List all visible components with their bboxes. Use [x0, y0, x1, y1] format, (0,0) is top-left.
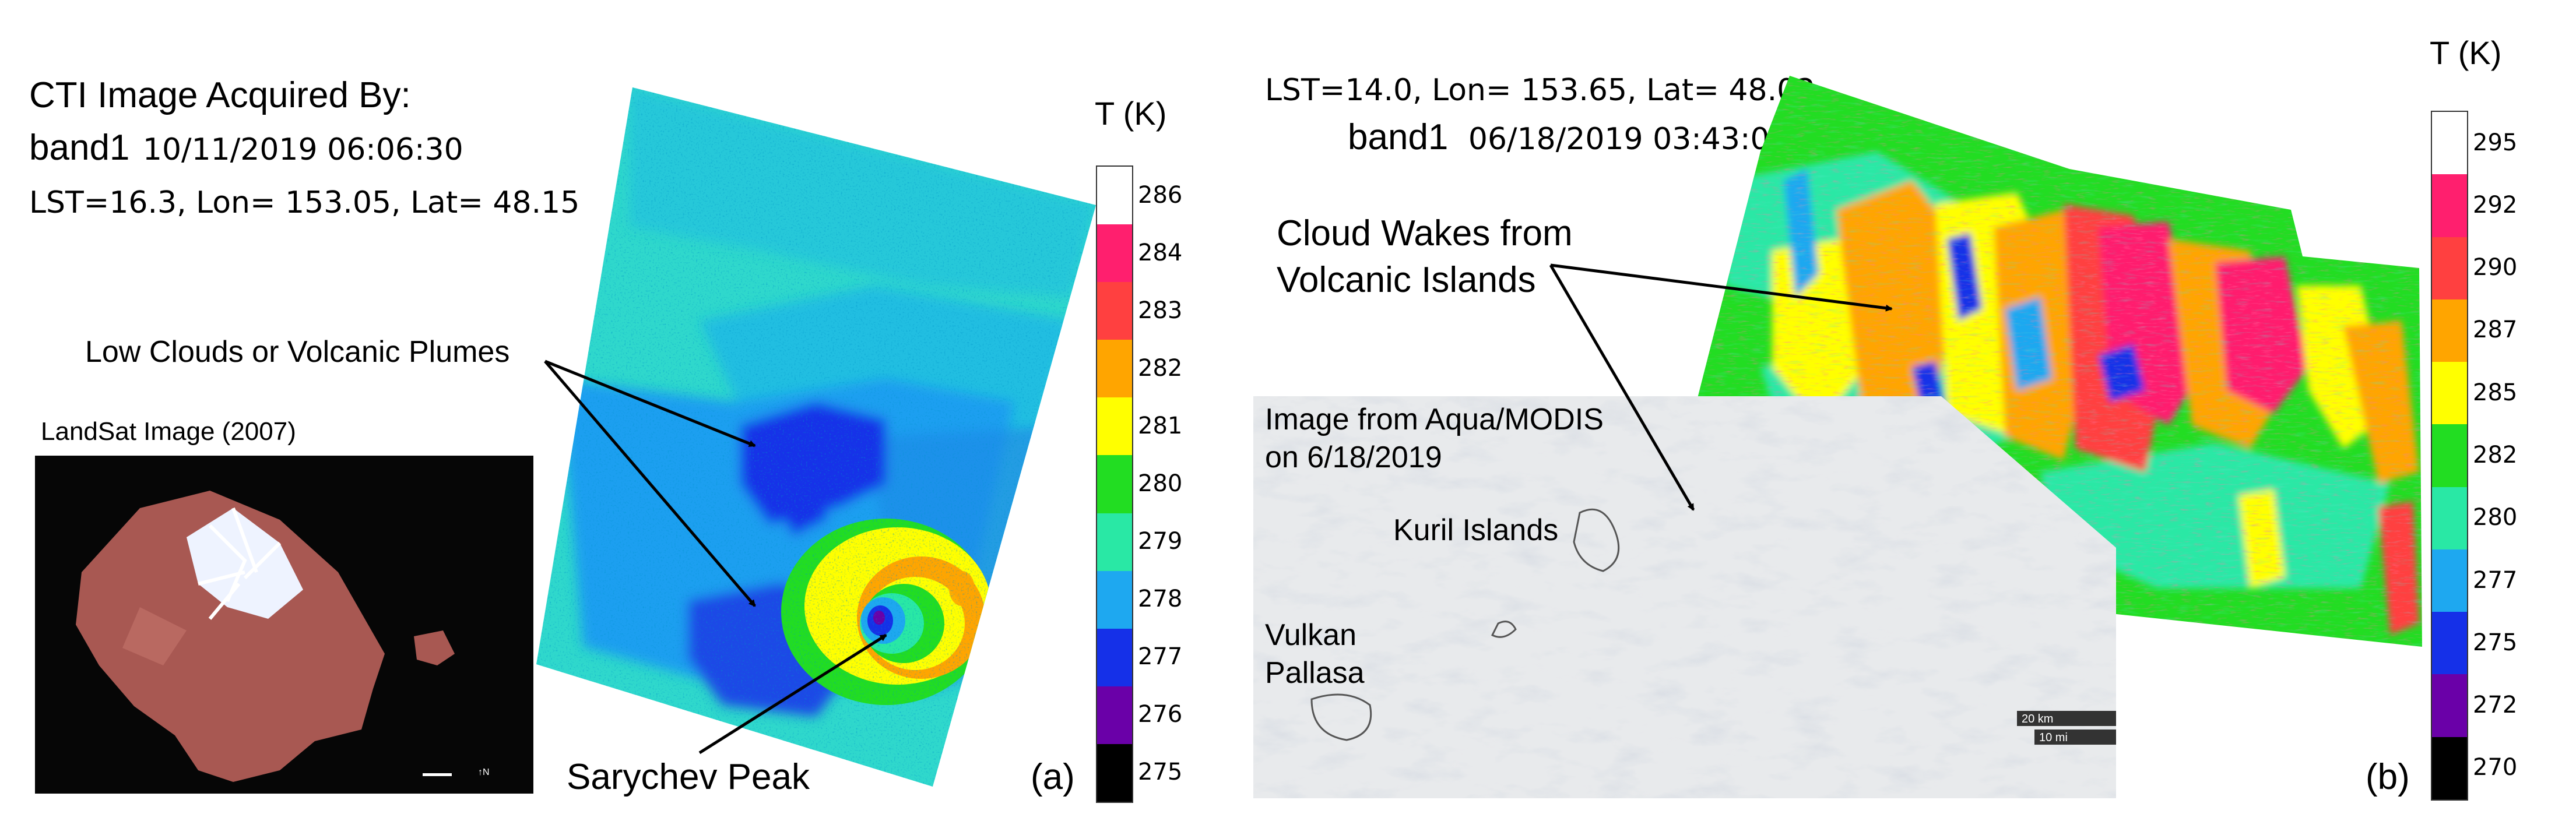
colorbar-segment — [1097, 570, 1132, 629]
panel-a-arrows — [544, 360, 887, 755]
colorbar-tick-label: 292 — [2473, 191, 2518, 219]
colorbar-segment — [2432, 612, 2467, 675]
colorbar-segment — [1097, 513, 1132, 571]
colorbar-tick-label: 290 — [2473, 254, 2518, 281]
colorbar-segment — [1097, 282, 1132, 340]
colorbar-segment — [2432, 424, 2467, 487]
colorbar-tick-label: 270 — [2473, 754, 2518, 781]
colorbar-segment — [1097, 167, 1132, 225]
colorbar-segment — [2432, 549, 2467, 612]
colorbar-tick-label: 285 — [2473, 379, 2518, 406]
colorbar-tick-label: 283 — [1138, 297, 1183, 324]
plume-arrow-2 — [544, 360, 756, 607]
scale-bar-km — [2017, 711, 2116, 726]
colorbar-tick-label: 276 — [1138, 701, 1183, 728]
colorbar-segment — [2432, 737, 2467, 799]
panel-a-lst: LST=16.3, Lon= 153.05, Lat= 48.15 — [29, 185, 580, 220]
wakes-label-2: Volcanic Islands — [1277, 260, 1536, 300]
colorbar-tick-label: 279 — [1138, 528, 1183, 555]
wakes-label-1: Cloud Wakes from — [1277, 213, 1573, 253]
panel-a-thermal-map — [536, 87, 1096, 787]
colorbar-tick-label: 275 — [1138, 759, 1183, 786]
wakes-arrow-1 — [1550, 263, 1893, 312]
colorbar-tick-label: 280 — [1138, 470, 1183, 497]
colorbar-tick-label: 277 — [2473, 566, 2518, 594]
wakes-arrow-2 — [1549, 264, 1695, 511]
plume-arrow-1 — [544, 360, 756, 447]
panel-b-tag: (b) — [2366, 757, 2410, 797]
panel-a-colorbar-title: T (K) — [1095, 95, 1167, 132]
colorbar-tick-label: 287 — [2473, 316, 2518, 344]
colorbar-tick-label: 281 — [1138, 412, 1183, 439]
landsat-image: ↑N — [35, 456, 533, 794]
modis-image: 20 km 10 mi — [1253, 396, 2116, 798]
kuril-label: Kuril Islands — [1393, 513, 1559, 547]
vulkan-island-outline — [1310, 693, 1372, 741]
panel-b-band: band1 — [1348, 117, 1449, 157]
colorbar-segment — [1097, 628, 1132, 686]
colorbar-tick-label: 284 — [1138, 239, 1183, 266]
colorbar-segment — [1097, 224, 1132, 283]
modis-label-2: on 6/18/2019 — [1265, 441, 1442, 474]
vulkan-label-1: Vulkan — [1265, 618, 1357, 652]
colorbar-segment — [2432, 299, 2467, 362]
panel-a-tag: (a) — [1031, 757, 1075, 797]
colorbar-tick-label: 295 — [2473, 129, 2518, 156]
modis-label-1: Image from Aqua/MODIS — [1265, 403, 1604, 436]
scale-bar-mi — [2034, 730, 2116, 745]
colorbar-segment — [1097, 340, 1132, 398]
colorbar-segment — [2432, 174, 2467, 237]
colorbar-tick-label: 280 — [2473, 504, 2518, 531]
panel-b-colorbar-title: T (K) — [2430, 34, 2502, 71]
north-arrow: ↑N — [478, 767, 490, 777]
colorbar-segment — [1097, 397, 1132, 456]
peak-label: Sarychev Peak — [567, 757, 810, 797]
panel-a-band-line: band1 10/11/2019 06:06:30 — [29, 127, 463, 168]
colorbar-segment — [2432, 237, 2467, 299]
peak-arrow — [698, 633, 887, 755]
colorbar-tick-label: 282 — [2473, 442, 2518, 468]
colorbar-segment — [1097, 743, 1132, 802]
plume-label: Low Clouds or Volcanic Plumes — [85, 335, 510, 369]
panel-b-lst: LST=14.0, Lon= 153.65, Lat= 48.02 — [1265, 73, 1816, 108]
panel-b-band-line: band1 06/18/2019 03:43:01 — [1348, 117, 1789, 158]
panel-b-arrows — [1549, 263, 1893, 511]
colorbar-segment — [2432, 487, 2467, 549]
colorbar-segment — [1097, 686, 1132, 744]
panel-a-colorbar: 286 284 283 282 281 280 279 278 277 276 275 — [1096, 165, 1182, 803]
colorbar-segment — [2432, 112, 2467, 175]
scale-mi-text: 10 mi — [2039, 731, 2068, 744]
panel-b-colorbar: 295 292 290 287 285 282 280 277 275 272 270 — [2431, 111, 2517, 801]
colorbar-tick-label: 286 — [1138, 181, 1183, 209]
colorbar-tick-label: 275 — [2473, 629, 2518, 656]
cti-title: CTI Image Acquired By: — [29, 75, 411, 115]
colorbar-tick-label: 277 — [1138, 643, 1183, 671]
colorbar-tick-label: 282 — [1138, 354, 1183, 382]
colorbar-segment — [1097, 455, 1132, 513]
colorbar-segment — [2432, 362, 2467, 425]
landsat-scale-bar — [423, 773, 452, 776]
panel-a-band: band1 — [29, 128, 130, 168]
panel-b-datetime: 06/18/2019 03:43:01 — [1468, 122, 1789, 157]
colorbar-tick-label: 272 — [2473, 692, 2518, 719]
scale-km-text: 20 km — [2022, 713, 2053, 725]
colorbar-tick-label: 278 — [1138, 586, 1183, 613]
colorbar-segment — [2432, 674, 2467, 737]
kuril-island-outline — [1573, 508, 1620, 572]
vulkan-label-2: Pallasa — [1265, 656, 1365, 690]
landsat-label: LandSat Image (2007) — [41, 417, 296, 446]
panel-a-datetime: 10/11/2019 06:06:30 — [142, 132, 463, 167]
